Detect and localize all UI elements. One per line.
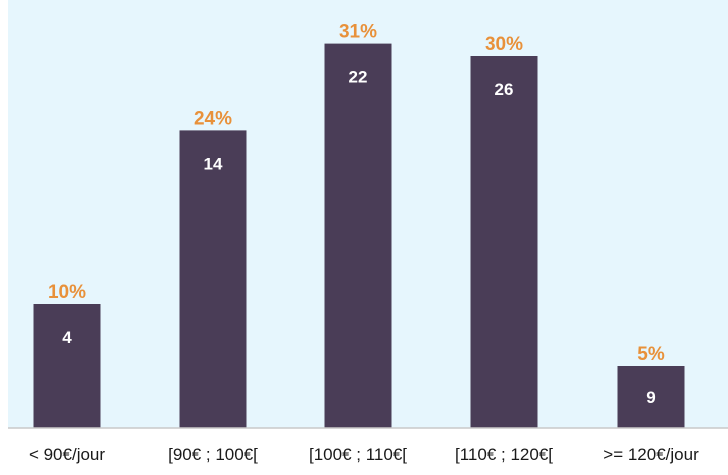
category-label-0: < 90€/jour [29,445,105,464]
percent-label-2: 31% [339,22,377,43]
bar-2 [324,43,392,428]
category-label-3: [110€ ; 120€[ [455,445,553,464]
value-label-1: 14 [204,154,223,173]
bar-1 [179,130,247,428]
category-label-1: [90€ ; 100€[ [168,445,258,464]
bars: 10% 4 24% 14 31% 22 30% 26 5% 9 [33,22,685,428]
value-label-3: 26 [495,80,514,99]
percent-label-4: 5% [637,344,665,365]
bar-4 [617,366,685,428]
category-labels: < 90€/jour [90€ ; 100€[ [100€ ; 110€[ [110€… [29,445,699,464]
percent-label-1: 24% [194,108,232,129]
percent-label-3: 30% [485,34,523,55]
bar-3 [470,56,538,428]
bar-0 [33,304,101,428]
value-label-2: 22 [349,68,368,87]
category-label-4: >= 120€/jour [603,445,699,464]
percent-label-0: 10% [48,282,86,303]
value-label-0: 4 [62,328,72,347]
category-label-2: [100€ ; 110€[ [309,445,407,464]
value-label-4: 9 [646,388,655,407]
